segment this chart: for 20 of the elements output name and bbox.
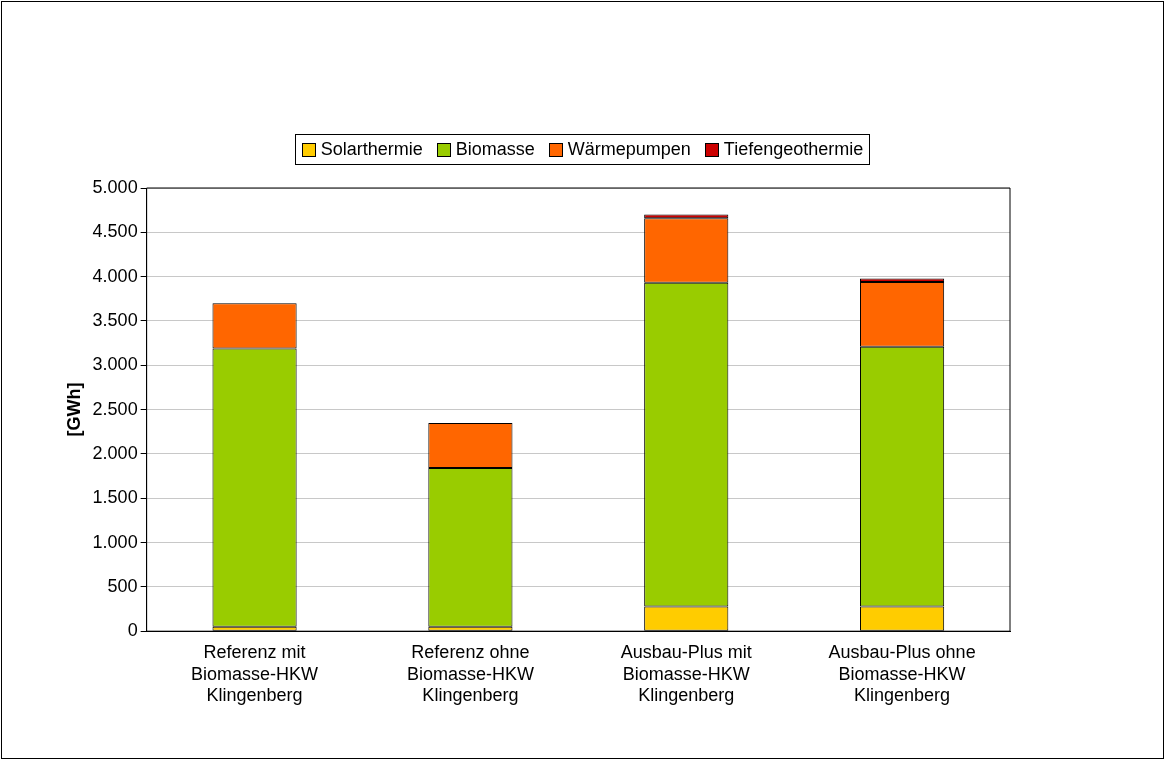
legend-label: Biomasse: [455, 139, 535, 160]
y-tick-label: 5.000: [92, 176, 138, 197]
y-tick-label: 2.500: [92, 398, 138, 419]
y-tick-label: 2.000: [92, 442, 138, 463]
legend-label: Wärmepumpen: [567, 139, 691, 160]
legend-label: Solarthermie: [320, 139, 423, 160]
x-tick-label: Ausbau-Plus mit Biomasse-HKW Klingenberg: [620, 641, 752, 706]
y-tick-label: 3.000: [92, 354, 138, 375]
y-tick-label: 3.500: [92, 309, 138, 330]
x-tick-label: Referenz mit Biomasse-HKW Klingenberg: [191, 641, 319, 706]
y-tick-label: 4.000: [92, 265, 138, 286]
y-tick-label: 1.000: [92, 531, 138, 552]
x-tick-label: Ausbau-Plus ohne Biomasse-HKW Klingenberg: [828, 641, 976, 706]
y-tick-label: 0: [127, 620, 138, 641]
legend-label: Tiefengeothermie: [723, 139, 864, 160]
y-tick-label: 4.500: [92, 221, 138, 242]
x-tick-label: Referenz ohne Biomasse-HKW Klingenberg: [406, 641, 534, 706]
y-tick-label: 500: [107, 575, 138, 596]
y-axis-title: [GWh]: [63, 382, 84, 437]
y-tick-label: 1.500: [92, 487, 138, 508]
